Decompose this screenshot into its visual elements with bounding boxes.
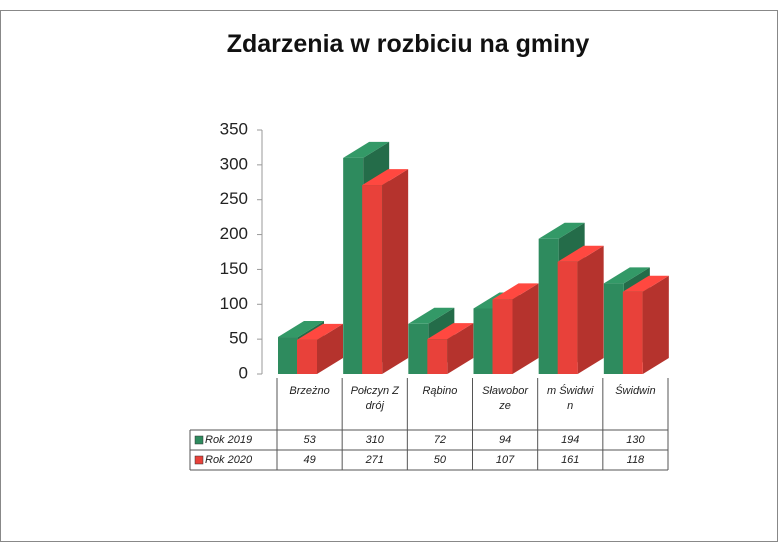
bar-front — [297, 339, 317, 374]
x-tick-label: Rąbino — [422, 385, 458, 397]
y-tick-label: 50 — [229, 329, 248, 348]
x-tick-label: Sławoborze — [482, 385, 528, 412]
table-value: 130 — [626, 434, 645, 446]
bar-side — [642, 275, 669, 374]
x-tick-label: m Świdwin — [547, 385, 594, 412]
table-value: 161 — [561, 454, 579, 466]
bar-front — [622, 291, 643, 374]
bar-top — [362, 169, 409, 186]
table-value: 118 — [627, 454, 645, 466]
bar-top — [492, 283, 539, 300]
bar — [362, 169, 409, 374]
bar-top — [343, 141, 390, 158]
table-value: 107 — [496, 454, 515, 466]
table-value: 194 — [561, 434, 579, 446]
bar-front — [557, 261, 578, 374]
bar-side — [447, 323, 474, 374]
bar-front — [603, 283, 624, 374]
y-tick-label: 100 — [220, 294, 248, 313]
y-tick-label: 250 — [220, 189, 248, 208]
bar — [622, 275, 669, 374]
bar-top — [297, 323, 343, 340]
bar-side — [512, 283, 539, 374]
legend-label: Rok 2019 — [205, 434, 252, 446]
legend-key — [194, 455, 204, 465]
bar-top — [278, 321, 324, 338]
x-tick-label: Brzeżno — [289, 385, 330, 397]
bar-top — [603, 267, 650, 284]
table-value: 72 — [434, 434, 446, 446]
y-tick-label: 350 — [220, 119, 248, 138]
table-value: 271 — [365, 454, 384, 466]
table-value: 53 — [303, 434, 316, 446]
bar-front — [343, 157, 364, 374]
bar-front — [278, 337, 298, 374]
bar-side — [382, 169, 409, 374]
table-value: 49 — [303, 454, 315, 466]
y-tick-label: 0 — [239, 363, 248, 382]
bar-top — [557, 245, 604, 262]
bar-side — [577, 245, 604, 374]
y-tick-label: 300 — [220, 154, 248, 173]
bar — [297, 323, 343, 374]
bar — [557, 245, 604, 374]
y-tick-label: 200 — [220, 224, 248, 243]
x-tick-label: Połczyn Zdrój — [350, 385, 399, 412]
table-value: 310 — [366, 434, 385, 446]
bar-front — [427, 339, 448, 374]
bar-top — [427, 323, 474, 340]
table-value: 50 — [434, 454, 447, 466]
x-tick-label: Świdwin — [615, 385, 656, 397]
bar-top — [622, 275, 669, 292]
legend-label: Rok 2020 — [205, 454, 253, 466]
bar-side — [317, 323, 343, 374]
bar — [427, 323, 474, 374]
table-value: 94 — [499, 434, 511, 446]
bar-front — [473, 308, 494, 374]
bar-front — [538, 238, 559, 374]
bar-top — [538, 222, 585, 239]
chart-title: Zdarzenia w rozbiciu na gminy — [227, 30, 590, 58]
bar-front — [492, 299, 513, 374]
y-tick-label: 150 — [220, 259, 248, 278]
bar-front — [408, 323, 429, 374]
bar — [492, 283, 539, 374]
bar-front — [362, 185, 383, 374]
legend-key — [194, 435, 204, 445]
bar-top — [408, 307, 455, 324]
